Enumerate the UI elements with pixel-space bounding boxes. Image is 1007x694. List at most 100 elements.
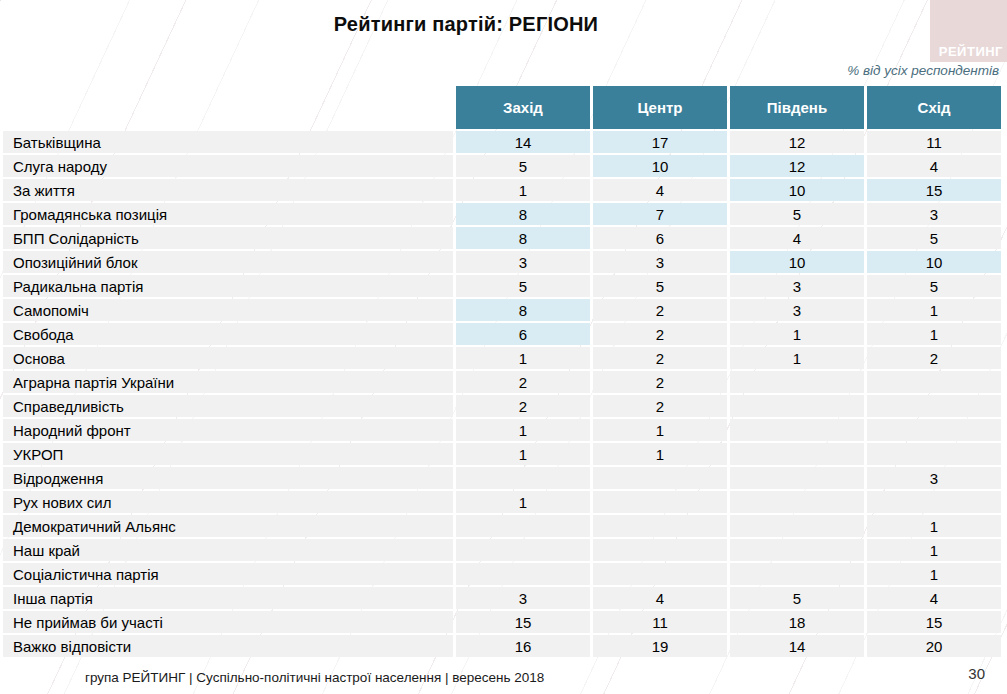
value-cell: 8 [456,227,590,249]
value-cell: 5 [730,203,864,225]
value-cell [730,467,864,489]
table-row: Інша партія3454 [3,587,1001,609]
value-cell: 14 [456,131,590,153]
column-header-east: Схід [867,86,1001,129]
table-row: Не приймав би участі15111815 [3,611,1001,633]
value-cell: 10 [593,155,727,177]
value-cell: 4 [730,227,864,249]
party-name-cell: Важко відповісти [3,635,453,657]
table-header: Захід Центр Південь Схід [3,86,1001,129]
party-name-cell: Слуга народу [3,155,453,177]
value-cell: 1 [456,347,590,369]
party-name-cell: Громадянська позиція [3,203,453,225]
value-cell: 4 [867,155,1001,177]
party-name-cell: Аграрна партія України [3,371,453,393]
header-corner-cell [3,86,453,129]
value-cell: 4 [593,179,727,201]
value-cell [867,443,1001,465]
party-name-cell: Батьківщина [3,131,453,153]
value-cell: 5 [456,155,590,177]
value-cell: 1 [456,443,590,465]
value-cell: 11 [593,611,727,633]
party-name-cell: Свобода [3,323,453,345]
value-cell: 11 [867,131,1001,153]
table-row: Соціалістична партія1 [3,563,1001,585]
party-name-cell: Соціалістична партія [3,563,453,585]
value-cell [593,563,727,585]
party-name-cell: БПП Солідарність [3,227,453,249]
value-cell [456,539,590,561]
value-cell: 3 [867,467,1001,489]
value-cell: 18 [730,611,864,633]
value-cell: 3 [730,299,864,321]
value-cell: 14 [730,635,864,657]
value-cell: 1 [730,347,864,369]
table-body: Батьківщина14171211Слуга народу510124За … [3,131,1001,657]
table-row: Важко відповісти16191420 [3,635,1001,657]
value-cell: 20 [867,635,1001,657]
column-header-south: Південь [730,86,864,129]
table-row: Слуга народу510124 [3,155,1001,177]
value-cell [730,491,864,513]
value-cell [593,491,727,513]
value-cell [593,467,727,489]
party-name-cell: УКРОП [3,443,453,465]
party-name-cell: Наш край [3,539,453,561]
value-cell: 2 [593,299,727,321]
value-cell [730,395,864,417]
party-name-cell: Основа [3,347,453,369]
value-cell: 7 [593,203,727,225]
table-row: Батьківщина14171211 [3,131,1001,153]
table-row: Справедливість22 [3,395,1001,417]
party-name-cell: За життя [3,179,453,201]
value-cell: 2 [593,347,727,369]
value-cell: 3 [593,251,727,273]
value-cell: 1 [593,419,727,441]
value-cell: 8 [456,299,590,321]
value-cell: 5 [730,587,864,609]
value-cell: 19 [593,635,727,657]
header-row: Захід Центр Південь Схід [3,86,1001,129]
value-cell [867,395,1001,417]
value-cell: 2 [456,371,590,393]
rating-group-logo: РЕЙТИНГ [930,0,1007,62]
table-row: Опозиційний блок331010 [3,251,1001,273]
value-cell [867,419,1001,441]
party-name-cell: Відродження [3,467,453,489]
value-cell [456,563,590,585]
value-cell: 1 [593,443,727,465]
value-cell: 1 [456,419,590,441]
party-name-cell: Радикальна партія [3,275,453,297]
value-cell: 1 [867,515,1001,537]
regions-table: Захід Центр Південь Схід Батьківщина1417… [0,84,1004,659]
value-cell: 1 [730,323,864,345]
value-cell: 6 [456,323,590,345]
value-cell: 2 [593,371,727,393]
value-cell [730,539,864,561]
footer-source: група РЕЙТИНГ | Суспільно-політичні наст… [85,670,544,685]
party-name-cell: Не приймав би участі [3,611,453,633]
value-cell: 1 [867,299,1001,321]
table-row: За життя141015 [3,179,1001,201]
table-row: Громадянська позиція8753 [3,203,1001,225]
table-row: УКРОП11 [3,443,1001,465]
value-cell: 2 [593,323,727,345]
value-cell: 2 [867,347,1001,369]
value-cell: 15 [867,179,1001,201]
value-cell: 15 [456,611,590,633]
table-row: Радикальна партія5535 [3,275,1001,297]
table-row: БПП Солідарність8645 [3,227,1001,249]
value-cell [730,419,864,441]
table-row: Демократичний Альянс1 [3,515,1001,537]
party-name-cell: Опозиційний блок [3,251,453,273]
value-cell: 3 [456,251,590,273]
party-name-cell: Інша партія [3,587,453,609]
value-cell: 12 [730,155,864,177]
value-cell: 2 [593,395,727,417]
table-row: Самопоміч8231 [3,299,1001,321]
table-row: Наш край1 [3,539,1001,561]
party-name-cell: Самопоміч [3,299,453,321]
value-cell: 17 [593,131,727,153]
value-cell: 4 [593,587,727,609]
column-header-west: Захід [456,86,590,129]
